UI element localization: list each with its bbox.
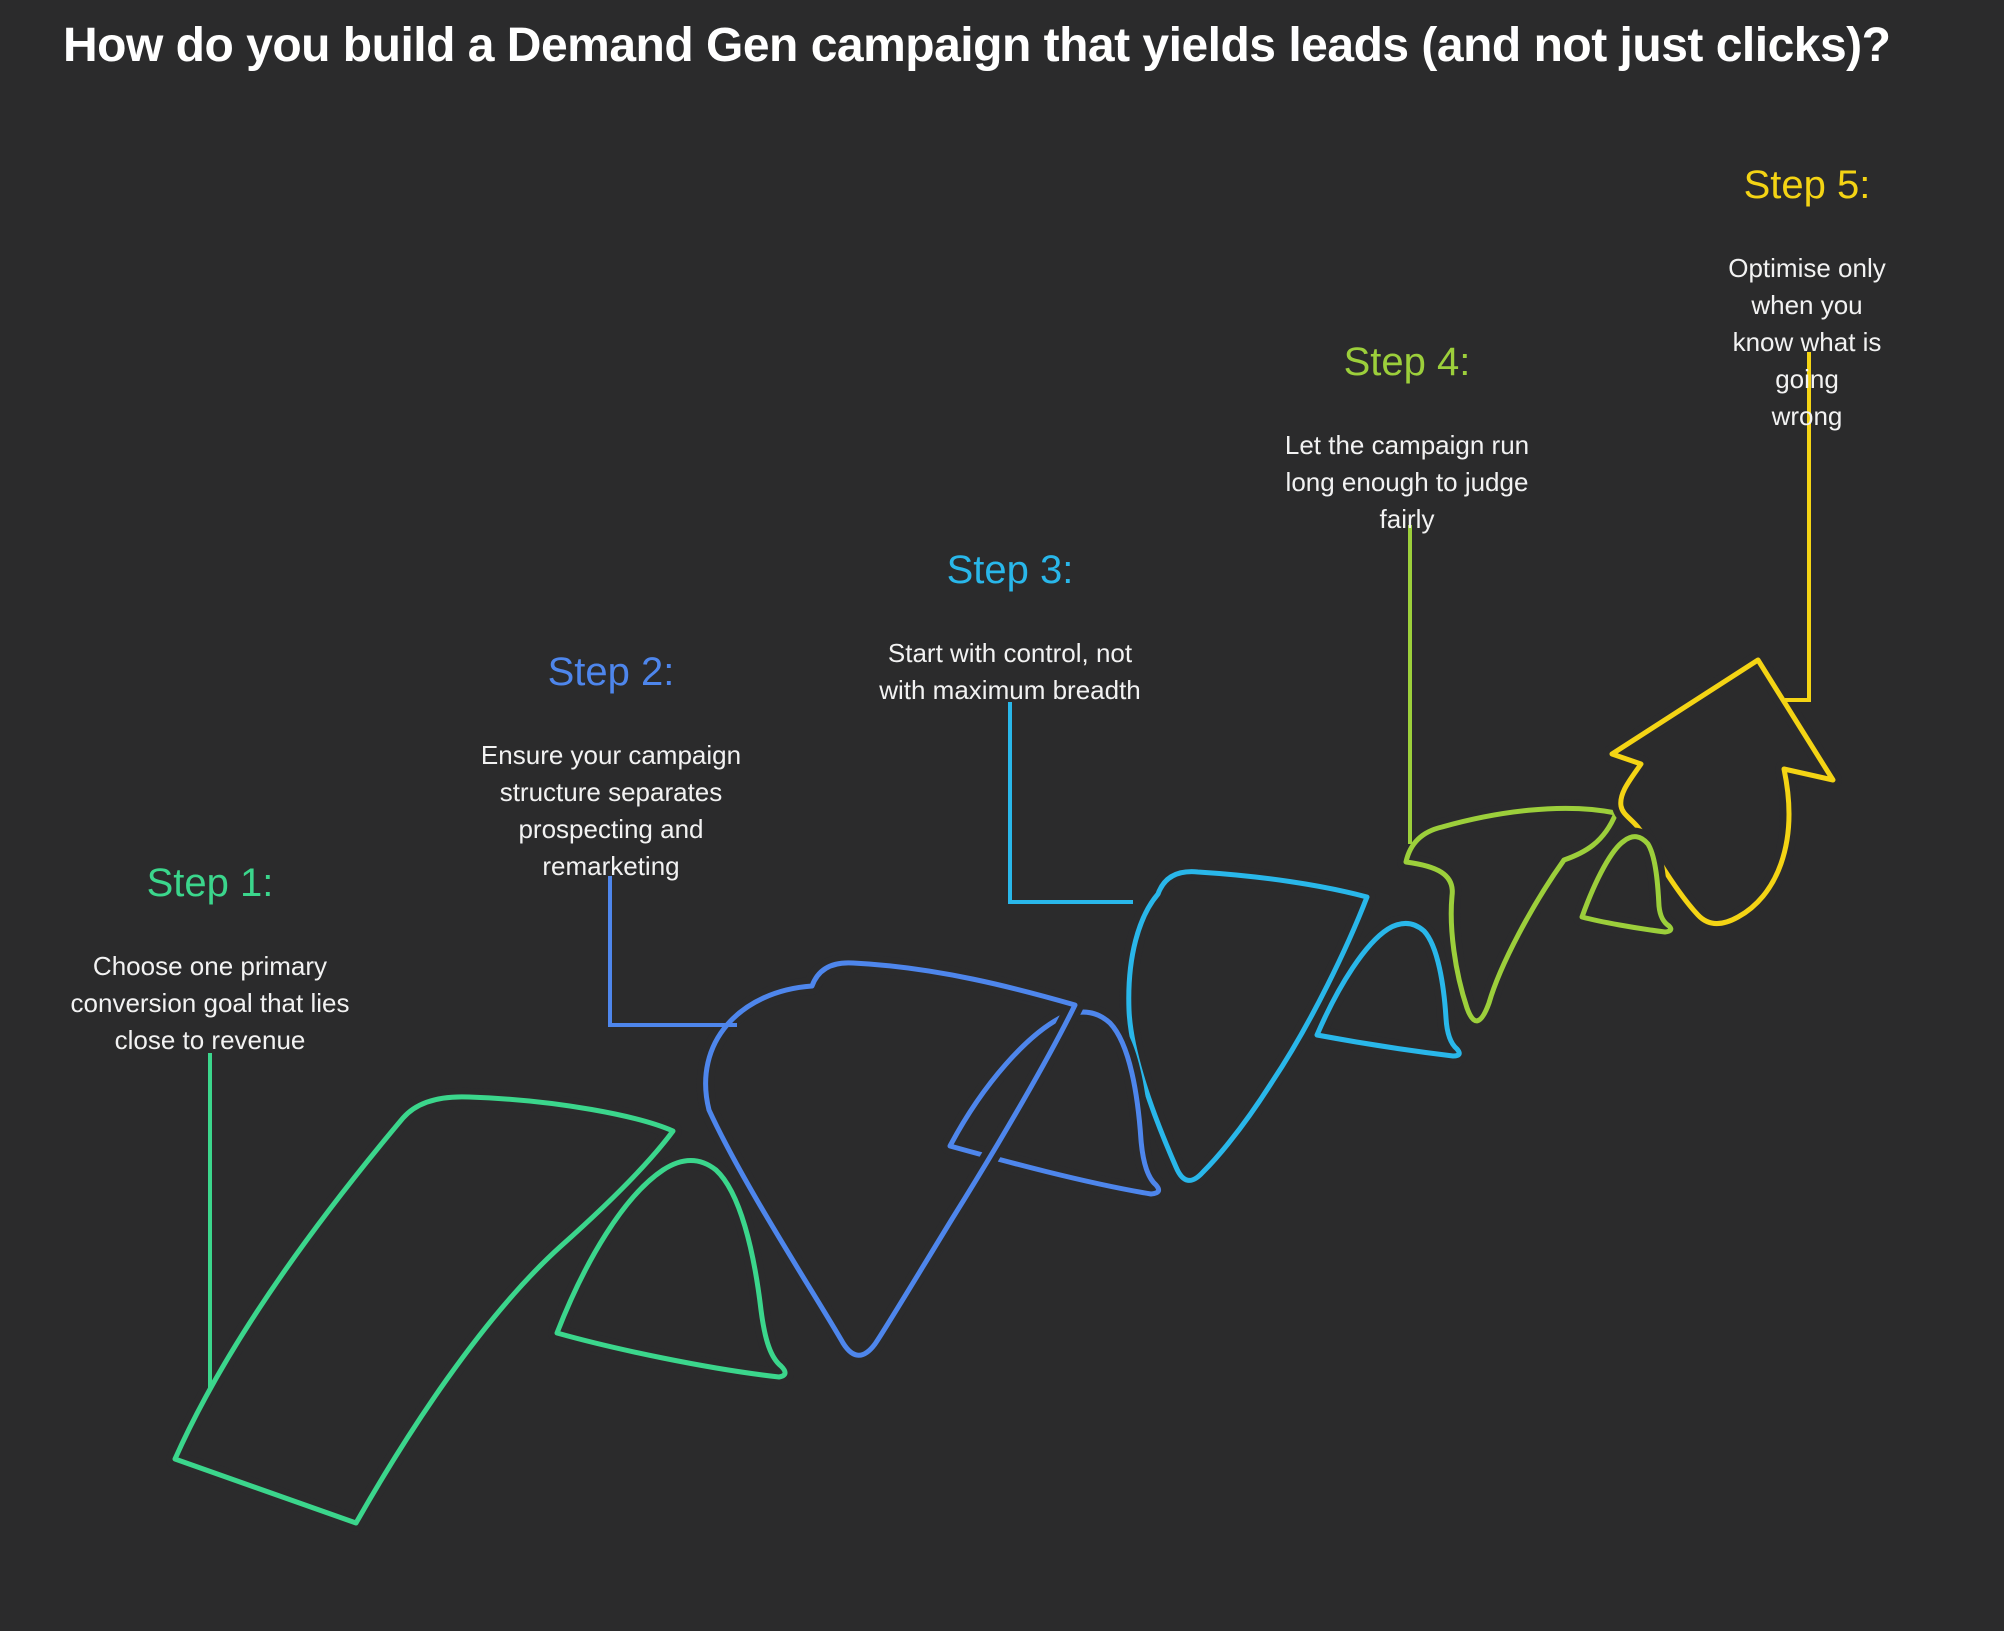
step-1-block: Step 1: Choose one primary conversion go…	[71, 843, 350, 1077]
step-3-description: Start with control, not with maximum bre…	[879, 638, 1141, 705]
step-3-connector-line	[1008, 702, 1133, 904]
step-5-block: Step 5: Optimise only when you know what…	[1709, 145, 1906, 453]
step-1-description: Choose one primary conversion goal that …	[70, 951, 350, 1055]
arrow-shape	[1609, 657, 1836, 926]
step-3-label: Step 3:	[946, 548, 1074, 592]
ribbon-fold-4	[1579, 834, 1674, 935]
step-2-description: Ensure your campaign structure separates…	[480, 740, 742, 881]
step-4-block: Step 4: Let the campaign run long enough…	[1285, 322, 1529, 556]
step-4-label: Step 4:	[1343, 340, 1471, 384]
ribbon-fold-3	[1314, 921, 1462, 1059]
ribbon-segment-3	[1126, 869, 1370, 1183]
step-2-block: Step 2: Ensure your campaign structure s…	[481, 632, 741, 903]
step-connectors	[208, 352, 1811, 1390]
ribbon-segment-1	[172, 1094, 676, 1526]
step-2-label: Step 2:	[547, 650, 675, 694]
step-5-label: Step 5:	[1743, 163, 1871, 207]
step-3-block: Step 3: Start with control, not with max…	[879, 530, 1141, 727]
step-4-description: Let the campaign run long enough to judg…	[1284, 430, 1530, 534]
page-title: How do you build a Demand Gen campaign t…	[63, 19, 1891, 72]
ribbon-segment-4	[1403, 805, 1619, 1024]
step-5-connector-line	[1785, 352, 1811, 702]
step-5-description: Optimise only when you know what is goin…	[1728, 253, 1886, 431]
ribbon-fold-2	[947, 1009, 1162, 1197]
step-1-label: Step 1:	[146, 861, 274, 905]
ribbon-fold-1	[554, 1158, 788, 1380]
ribbon-waves	[166, 651, 1842, 1532]
step-2-connector-line	[608, 876, 737, 1027]
ribbon-segment-2	[703, 960, 1078, 1358]
